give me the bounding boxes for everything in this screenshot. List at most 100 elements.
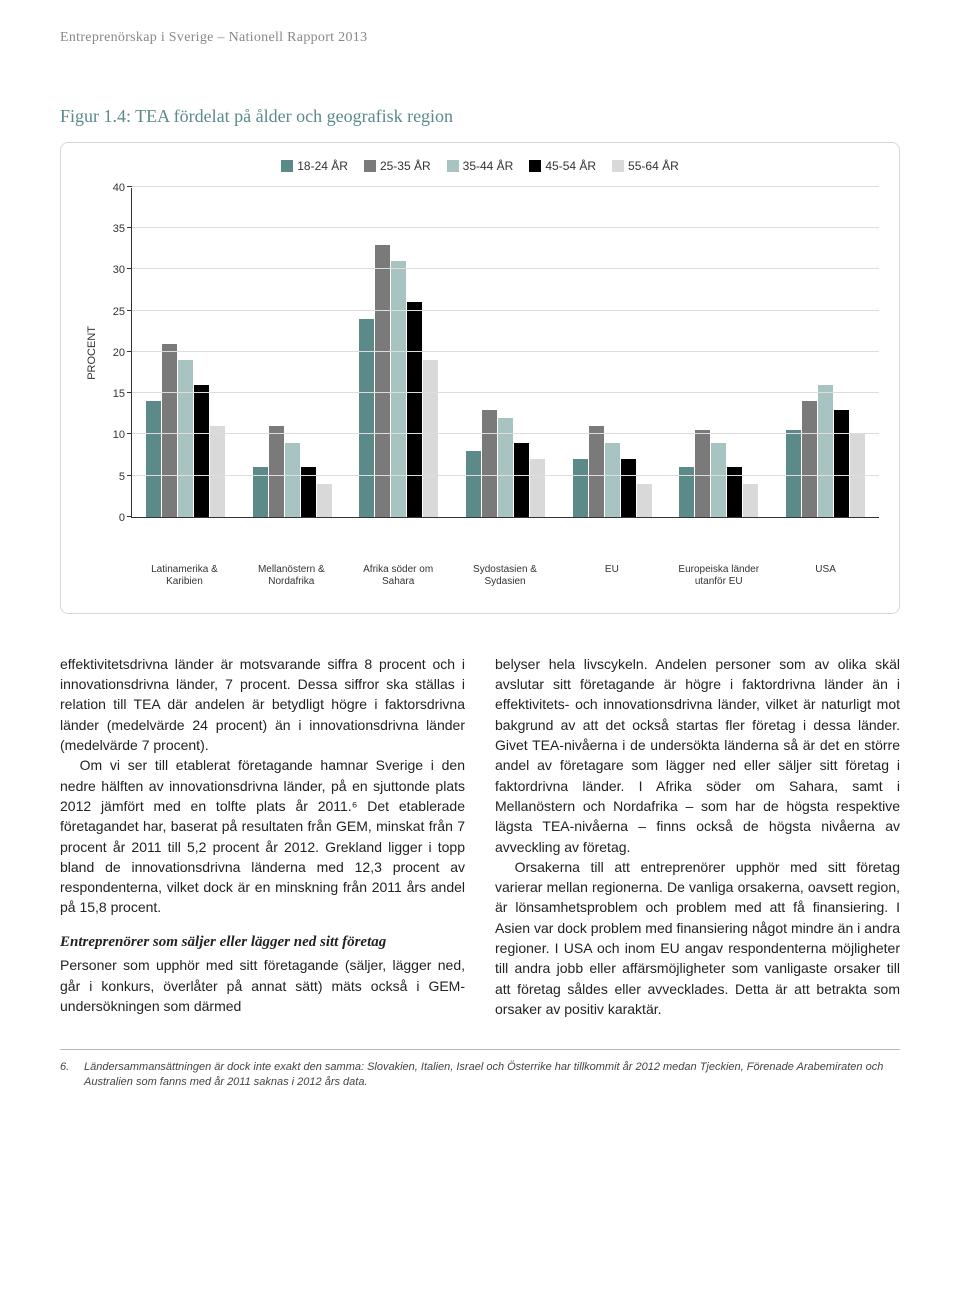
legend-label: 25-35 ÅR bbox=[380, 159, 431, 173]
y-tick-mark bbox=[127, 433, 132, 434]
bar bbox=[802, 401, 817, 517]
body-col-right: belyser hela livscykeln. Andelen persone… bbox=[495, 654, 900, 1019]
bar-group bbox=[559, 426, 666, 517]
y-tick-mark bbox=[127, 268, 132, 269]
y-axis-label: PROCENT bbox=[81, 326, 103, 380]
gridline bbox=[132, 351, 879, 352]
bar bbox=[194, 385, 209, 517]
bar bbox=[530, 459, 545, 517]
bar bbox=[210, 426, 225, 517]
legend-label: 18-24 ÅR bbox=[297, 159, 348, 173]
y-tick-label: 20 bbox=[113, 347, 125, 359]
bar bbox=[589, 426, 604, 517]
legend-item: 45-54 ÅR bbox=[529, 158, 596, 173]
bar bbox=[834, 410, 849, 517]
x-tick-label: USA bbox=[772, 564, 879, 588]
legend-swatch bbox=[281, 160, 293, 172]
y-tick-mark bbox=[127, 516, 132, 517]
bar bbox=[482, 410, 497, 517]
y-tick-label: 25 bbox=[113, 306, 125, 318]
bar bbox=[285, 443, 300, 517]
bar bbox=[818, 385, 833, 517]
gridline bbox=[132, 227, 879, 228]
legend-label: 35-44 ÅR bbox=[463, 159, 514, 173]
body-paragraph: effektivitetsdrivna länder är motsvarand… bbox=[60, 654, 465, 755]
y-tick-label: 5 bbox=[119, 471, 125, 483]
footnote: 6. Ländersammansättningen är dock inte e… bbox=[60, 1060, 900, 1090]
bar-group bbox=[772, 385, 879, 517]
bar bbox=[178, 360, 193, 517]
legend-swatch bbox=[612, 160, 624, 172]
bar bbox=[850, 434, 865, 517]
x-tick-label: Sydostasien & Sydasien bbox=[452, 564, 559, 588]
footnote-separator bbox=[60, 1049, 900, 1050]
x-axis-labels: Latinamerika & KaribienMellanöstern & No… bbox=[81, 558, 879, 588]
bar bbox=[359, 319, 374, 517]
body-columns: effektivitetsdrivna länder är motsvarand… bbox=[60, 654, 900, 1019]
x-tick-label: Latinamerika & Karibien bbox=[131, 564, 238, 588]
body-paragraph: Orsakerna till att entreprenörer upphör … bbox=[495, 857, 900, 1019]
bar bbox=[514, 443, 529, 517]
y-tick-label: 0 bbox=[119, 512, 125, 524]
legend-item: 55-64 ÅR bbox=[612, 158, 679, 173]
y-tick-label: 10 bbox=[113, 429, 125, 441]
legend-swatch bbox=[364, 160, 376, 172]
y-tick-mark bbox=[127, 475, 132, 476]
bar bbox=[711, 443, 726, 517]
gridline bbox=[132, 433, 879, 434]
x-tick-label: Mellanöstern & Nordafrika bbox=[238, 564, 345, 588]
x-tick-label: Afrika söder om Sahara bbox=[345, 564, 452, 588]
legend: 18-24 ÅR 25-35 ÅR 35-44 ÅR 45-54 ÅR 55-64 ÅR bbox=[81, 158, 879, 173]
legend-item: 25-35 ÅR bbox=[364, 158, 431, 173]
y-tick-mark bbox=[127, 227, 132, 228]
body-paragraph: belyser hela livscykeln. Andelen persone… bbox=[495, 654, 900, 857]
gridline bbox=[132, 475, 879, 476]
bar bbox=[391, 261, 406, 517]
bar bbox=[605, 443, 620, 517]
legend-label: 55-64 ÅR bbox=[628, 159, 679, 173]
gridline bbox=[132, 268, 879, 269]
legend-item: 18-24 ÅR bbox=[281, 158, 348, 173]
bar bbox=[743, 484, 758, 517]
y-tick-label: 40 bbox=[113, 182, 125, 194]
gridline bbox=[132, 310, 879, 311]
gridline bbox=[132, 392, 879, 393]
bar bbox=[317, 484, 332, 517]
bar bbox=[637, 484, 652, 517]
y-tick-label: 15 bbox=[113, 388, 125, 400]
y-ticks: 0510152025303540 bbox=[103, 188, 131, 518]
x-tick-label: EU bbox=[558, 564, 665, 588]
bar bbox=[423, 360, 438, 517]
footnote-number: 6. bbox=[60, 1060, 84, 1090]
report-header: Entreprenörskap i Sverige – Nationell Ra… bbox=[60, 30, 900, 46]
body-paragraph: Personer som upphör med sitt företagande… bbox=[60, 955, 465, 1016]
bar-group bbox=[452, 410, 559, 517]
bar-group bbox=[132, 344, 239, 517]
footnote-text: Ländersammansättningen är dock inte exak… bbox=[84, 1060, 900, 1090]
bar bbox=[786, 430, 801, 517]
bar bbox=[375, 245, 390, 517]
y-tick-label: 30 bbox=[113, 264, 125, 276]
y-tick-mark bbox=[127, 392, 132, 393]
x-tick-label: Europeiska länder utanför EU bbox=[665, 564, 772, 588]
gridline bbox=[132, 186, 879, 187]
figure-title: Figur 1.4: TEA fördelat på ålder och geo… bbox=[60, 106, 900, 127]
bar bbox=[621, 459, 636, 517]
bar bbox=[695, 430, 710, 517]
y-tick-mark bbox=[127, 310, 132, 311]
bar-group bbox=[345, 245, 452, 517]
legend-item: 35-44 ÅR bbox=[447, 158, 514, 173]
y-tick-mark bbox=[127, 186, 132, 187]
y-tick-label: 35 bbox=[113, 223, 125, 235]
bar bbox=[146, 401, 161, 517]
bar bbox=[269, 426, 284, 517]
legend-swatch bbox=[447, 160, 459, 172]
chart-container: 18-24 ÅR 25-35 ÅR 35-44 ÅR 45-54 ÅR 55-64 ÅR… bbox=[60, 142, 900, 614]
body-paragraph: Om vi ser till etablerat företagande ham… bbox=[60, 755, 465, 917]
body-col-left: effektivitetsdrivna länder är motsvarand… bbox=[60, 654, 465, 1019]
y-tick-mark bbox=[127, 351, 132, 352]
bar-group bbox=[239, 426, 346, 517]
bar bbox=[162, 344, 177, 517]
plot bbox=[131, 188, 879, 518]
legend-label: 45-54 ÅR bbox=[545, 159, 596, 173]
